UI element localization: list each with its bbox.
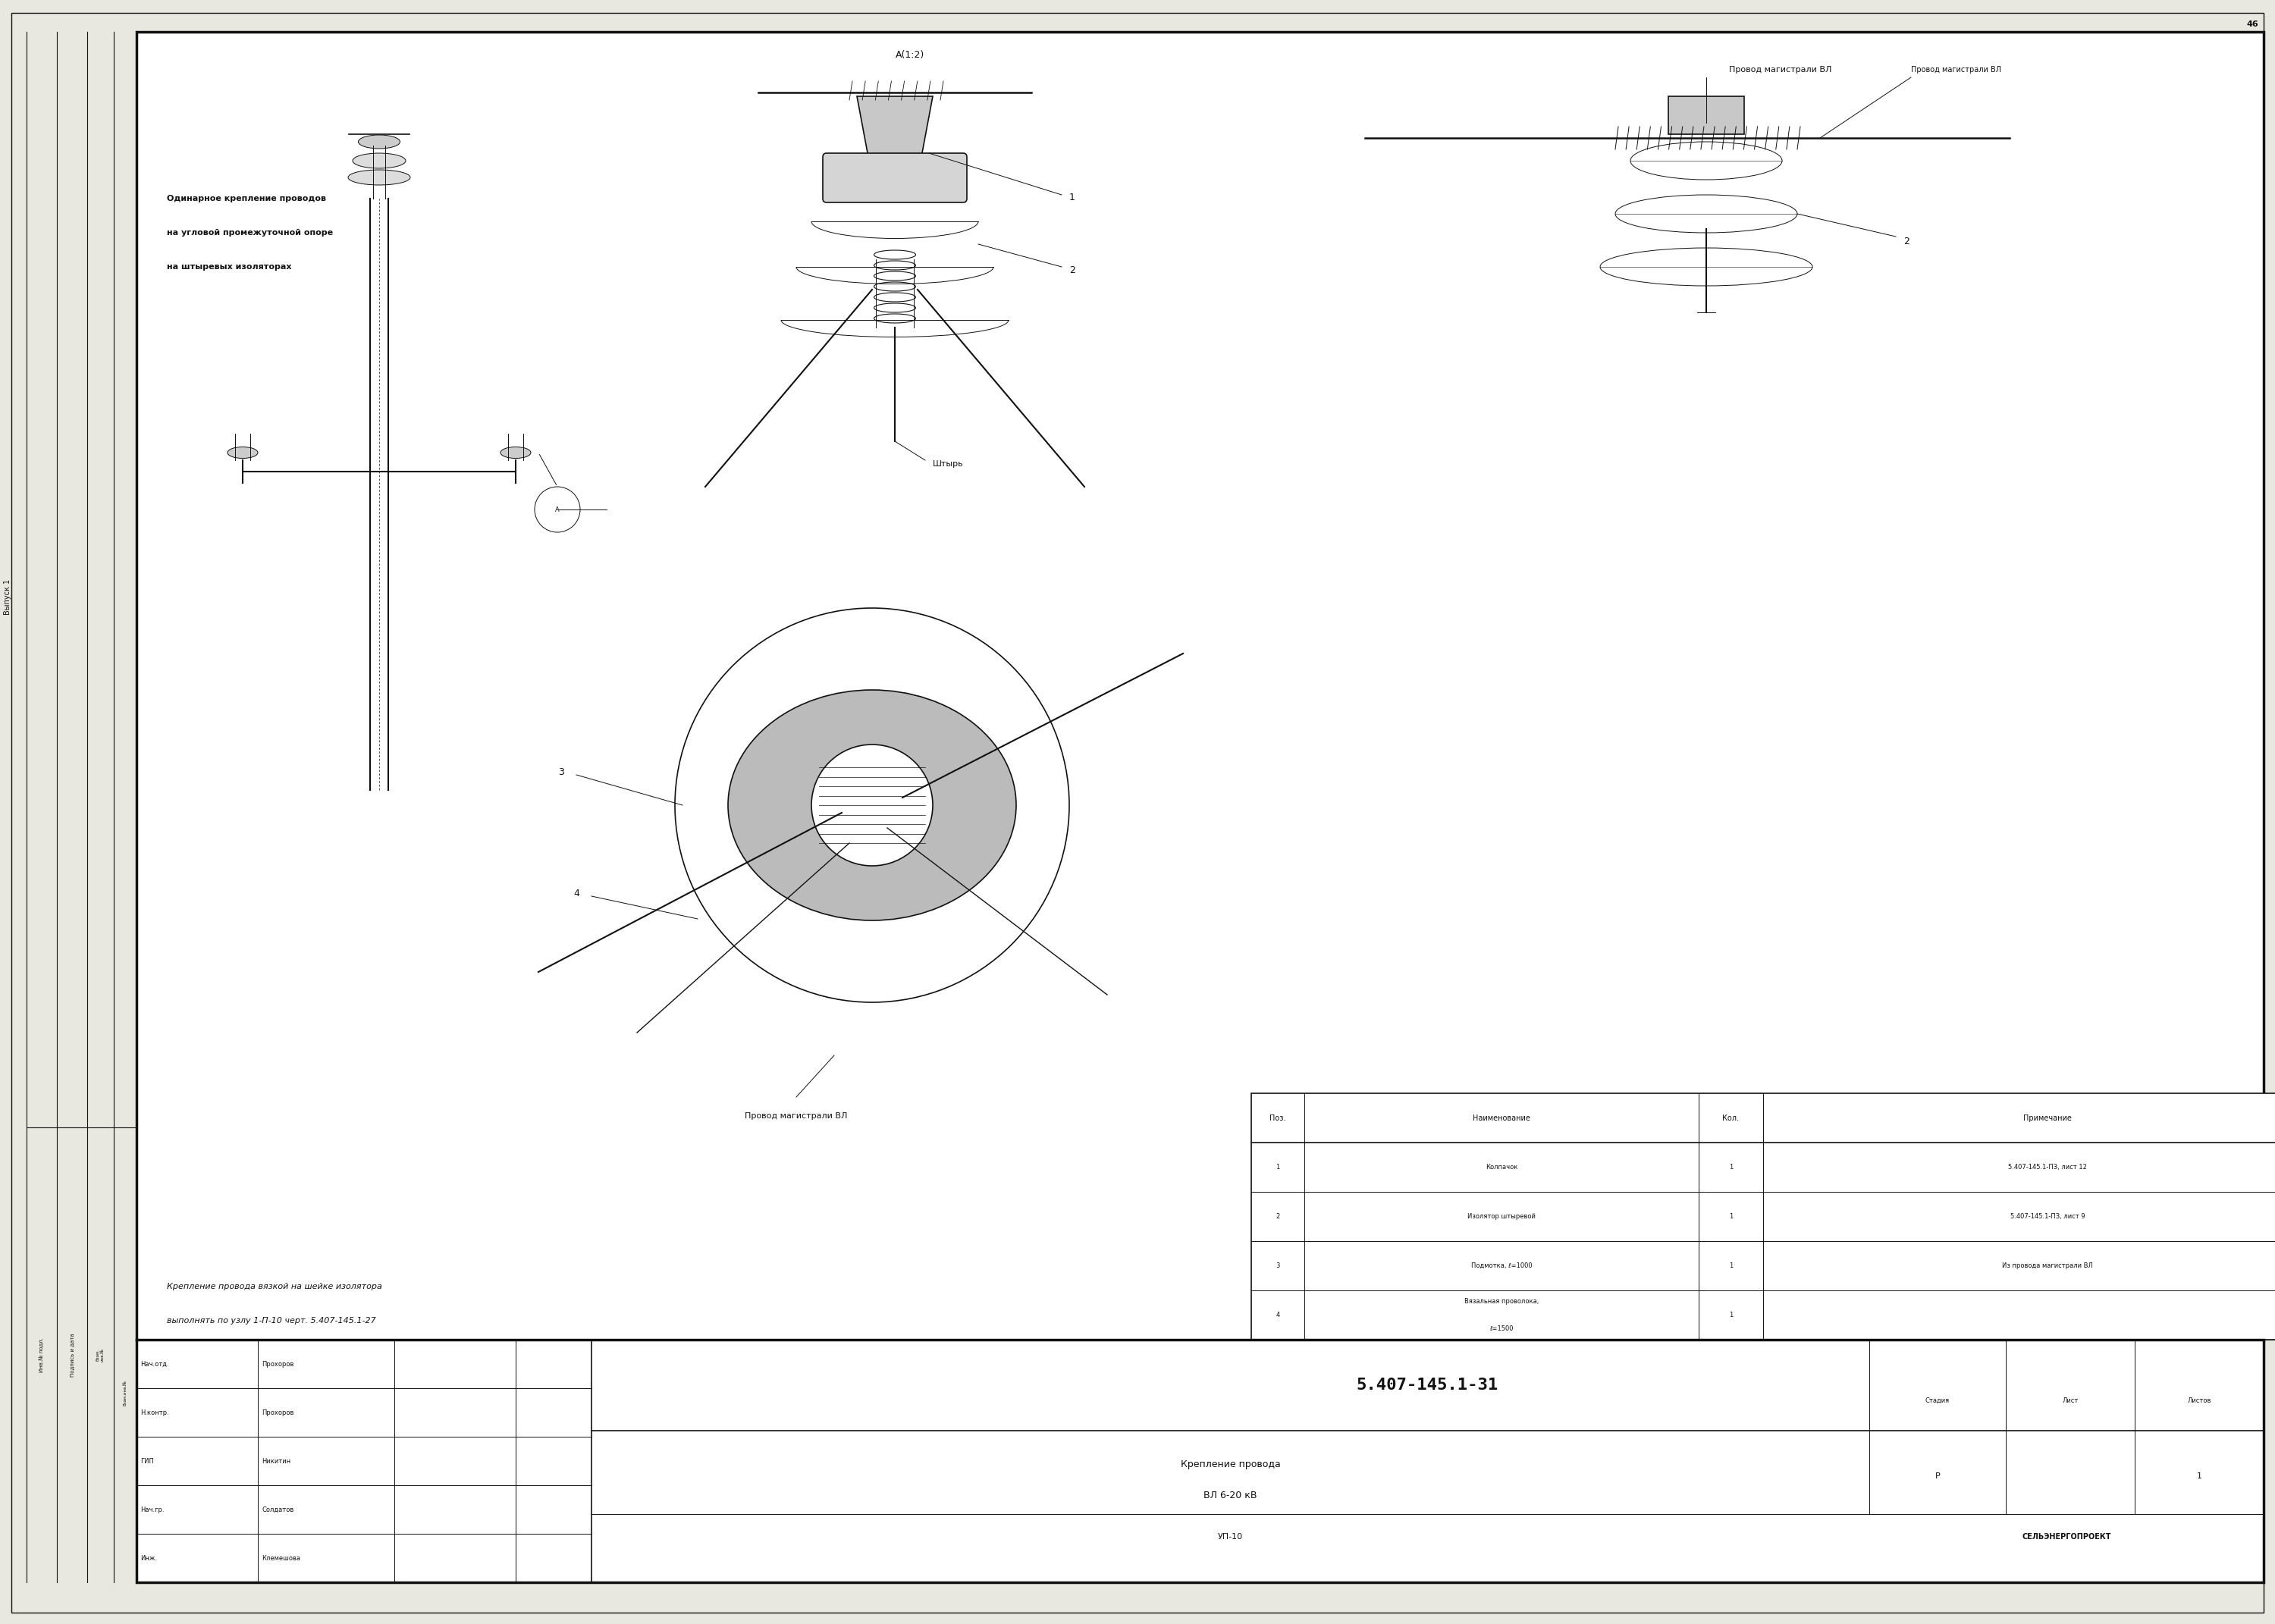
- Text: А(1:2): А(1:2): [896, 50, 924, 60]
- Text: 1: 1: [1069, 193, 1076, 203]
- Text: 1: 1: [1729, 1262, 1734, 1270]
- Text: 1: 1: [1729, 1164, 1734, 1171]
- Text: Подмотка, ℓ=1000: Подмотка, ℓ=1000: [1472, 1262, 1531, 1270]
- Circle shape: [535, 487, 580, 533]
- Text: 1: 1: [1729, 1312, 1734, 1319]
- Ellipse shape: [348, 171, 410, 185]
- Text: Листов: Листов: [2186, 1397, 2211, 1403]
- Text: Провод магистрали ВЛ: Провод магистрали ВЛ: [744, 1112, 849, 1121]
- Text: 5.407-145.1-ПЗ, лист 12: 5.407-145.1-ПЗ, лист 12: [2009, 1164, 2086, 1171]
- Ellipse shape: [500, 447, 530, 458]
- Text: 1: 1: [2198, 1473, 2202, 1479]
- Text: А: А: [555, 507, 560, 513]
- Text: выполнять по узлу 1-П-10 черт. 5.407-145.1-27: выполнять по узлу 1-П-10 черт. 5.407-145…: [166, 1317, 375, 1325]
- Text: 2: 2: [1069, 265, 1076, 274]
- Text: Вязальная проволока,: Вязальная проволока,: [1465, 1298, 1538, 1304]
- Text: 3: 3: [1276, 1262, 1281, 1270]
- Text: Крепление провода вязкой на шейке изолятора: Крепление провода вязкой на шейке изолят…: [166, 1283, 382, 1291]
- Text: Наименование: Наименование: [1472, 1114, 1531, 1122]
- Bar: [1251, 1093, 2275, 1340]
- Polygon shape: [858, 96, 933, 158]
- Text: 5.407-145.1-31: 5.407-145.1-31: [1356, 1377, 1499, 1393]
- Text: Из провода магистрали ВЛ: Из провода магистрали ВЛ: [2002, 1262, 2093, 1270]
- Text: ℓ=1500: ℓ=1500: [1490, 1325, 1513, 1332]
- Ellipse shape: [359, 135, 400, 149]
- Text: 46: 46: [2245, 21, 2259, 28]
- Text: на угловой промежуточной опоре: на угловой промежуточной опоре: [166, 229, 332, 237]
- Text: Р: Р: [1936, 1473, 1941, 1479]
- Text: 2: 2: [1904, 237, 1909, 247]
- Text: Никитин: Никитин: [262, 1458, 291, 1465]
- Text: Инв.№ подл.: Инв.№ подл.: [39, 1338, 43, 1372]
- Text: Подпись и дата: Подпись и дата: [71, 1333, 75, 1377]
- Ellipse shape: [728, 690, 1017, 921]
- Text: 4: 4: [573, 888, 580, 898]
- Text: 1: 1: [1729, 1213, 1734, 1220]
- Text: Н.контр.: Н.контр.: [141, 1410, 168, 1416]
- Text: Лист: Лист: [2061, 1397, 2079, 1403]
- Text: 3: 3: [557, 767, 564, 778]
- Ellipse shape: [228, 447, 257, 458]
- Text: 2: 2: [1276, 1213, 1281, 1220]
- Text: Примечание: Примечание: [2022, 1114, 2073, 1122]
- Text: 1: 1: [1276, 1164, 1281, 1171]
- Text: Нач.гр.: Нач.гр.: [141, 1505, 164, 1514]
- Text: Выпуск 1: Выпуск 1: [5, 578, 11, 614]
- Text: Провод магистрали ВЛ: Провод магистрали ВЛ: [1911, 67, 2002, 73]
- Text: СЕЛЬЭНЕРГОПРОЕКТ: СЕЛЬЭНЕРГОПРОЕКТ: [2022, 1533, 2111, 1541]
- Text: ВЛ 6-20 кВ: ВЛ 6-20 кВ: [1203, 1491, 1258, 1501]
- Text: Клемешова: Клемешова: [262, 1554, 300, 1561]
- Text: Стадия: Стадия: [1925, 1397, 1950, 1403]
- Text: Нач.отд.: Нач.отд.: [141, 1361, 168, 1367]
- Circle shape: [676, 607, 1069, 1002]
- Bar: [1668, 96, 1745, 135]
- Text: Штырь: Штырь: [933, 460, 965, 468]
- Text: Инж.: Инж.: [141, 1554, 157, 1561]
- Text: Солдатов: Солдатов: [262, 1505, 293, 1514]
- Text: Прохоров: Прохоров: [262, 1410, 293, 1416]
- Text: Поз.: Поз.: [1269, 1114, 1285, 1122]
- FancyBboxPatch shape: [824, 153, 967, 203]
- Text: 5.407-145.1-ПЗ, лист 9: 5.407-145.1-ПЗ, лист 9: [2011, 1213, 2084, 1220]
- Text: Кол.: Кол.: [1722, 1114, 1738, 1122]
- Text: Провод магистрали ВЛ: Провод магистрали ВЛ: [1729, 67, 1831, 73]
- Text: на штыревых изоляторах: на штыревых изоляторах: [166, 263, 291, 271]
- Text: Одинарное крепление проводов: Одинарное крепление проводов: [166, 195, 325, 203]
- Text: Взам.
инв.№: Взам. инв.№: [96, 1348, 105, 1361]
- Text: УП-10: УП-10: [1217, 1533, 1242, 1541]
- Text: 4: 4: [1276, 1312, 1281, 1319]
- Text: Колпачок: Колпачок: [1486, 1164, 1517, 1171]
- Text: ГИП: ГИП: [141, 1458, 155, 1465]
- Ellipse shape: [353, 153, 405, 169]
- Text: Изолятор штыревой: Изолятор штыревой: [1467, 1213, 1536, 1220]
- Text: Крепление провода: Крепление провода: [1181, 1460, 1281, 1470]
- Text: Прохоров: Прохоров: [262, 1361, 293, 1367]
- Text: Взам.инв.№: Взам.инв.№: [123, 1380, 127, 1406]
- Circle shape: [812, 744, 933, 866]
